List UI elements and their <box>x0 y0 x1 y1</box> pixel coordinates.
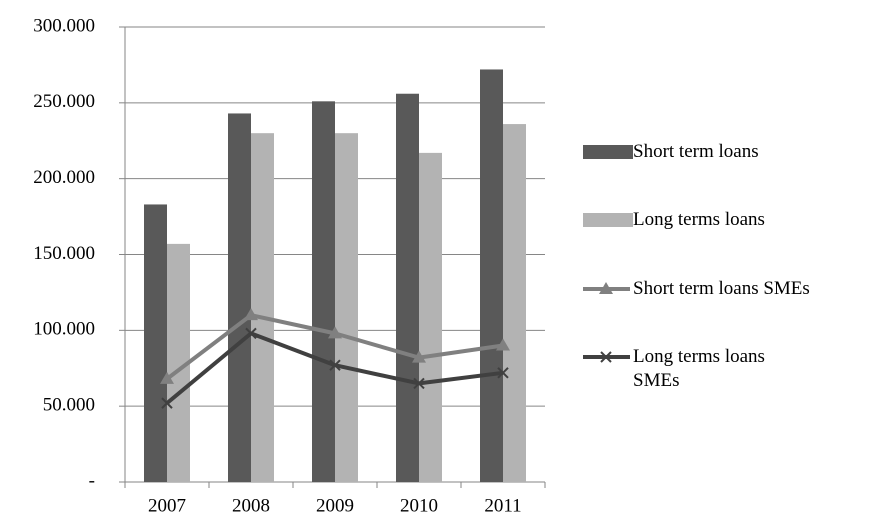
legend-swatch <box>583 351 630 363</box>
bar <box>228 113 251 482</box>
bar <box>480 69 503 482</box>
marker <box>245 327 257 340</box>
legend-item: Long terms loans SMEs <box>580 345 780 393</box>
legend-label: Long terms loans SMEs <box>633 346 765 391</box>
x-tick-label: 2011 <box>484 495 521 516</box>
bar <box>419 152 442 482</box>
marker <box>600 351 612 363</box>
bar <box>167 243 190 482</box>
y-tick-label: - <box>89 470 95 491</box>
x-tick-label: 2009 <box>316 495 354 516</box>
y-tick-label: 200.000 <box>33 167 95 188</box>
bar <box>144 204 167 482</box>
legend-item: Short term loans SMEs <box>580 277 869 301</box>
marker <box>161 397 173 409</box>
x-tick-label: 2007 <box>148 495 186 516</box>
y-tick-label: 300.000 <box>33 15 95 36</box>
marker <box>412 350 426 363</box>
bar <box>312 101 335 483</box>
bar <box>335 133 358 482</box>
x-tick-label: 2008 <box>232 495 270 516</box>
legend-swatch-box <box>583 145 633 159</box>
legend-item: Long terms loans <box>580 208 869 232</box>
y-tick-label: 100.000 <box>33 319 95 340</box>
legend-label: Long terms loans <box>633 209 765 230</box>
bar <box>503 124 526 483</box>
legend-swatch <box>583 213 633 227</box>
y-tick-label: 50.000 <box>43 395 95 416</box>
marker <box>160 371 174 384</box>
legend-swatch <box>583 145 633 159</box>
marker <box>329 359 341 371</box>
legend-item: Short term loans <box>580 140 869 164</box>
legend-label: Short term loans SMEs <box>633 278 810 299</box>
bar <box>396 93 419 482</box>
bar <box>251 133 274 482</box>
y-tick-label: 150.000 <box>33 243 95 264</box>
marker <box>497 367 509 379</box>
marker <box>496 338 510 351</box>
y-tick-label: 250.000 <box>33 91 95 112</box>
x-tick-label: 2010 <box>400 495 438 516</box>
marker <box>244 308 258 321</box>
marker <box>328 326 342 339</box>
legend-label: Short term loans <box>633 141 759 162</box>
legend-swatch <box>583 282 630 294</box>
marker <box>413 377 425 390</box>
marker <box>599 282 613 294</box>
legend-swatch-box <box>583 213 633 227</box>
